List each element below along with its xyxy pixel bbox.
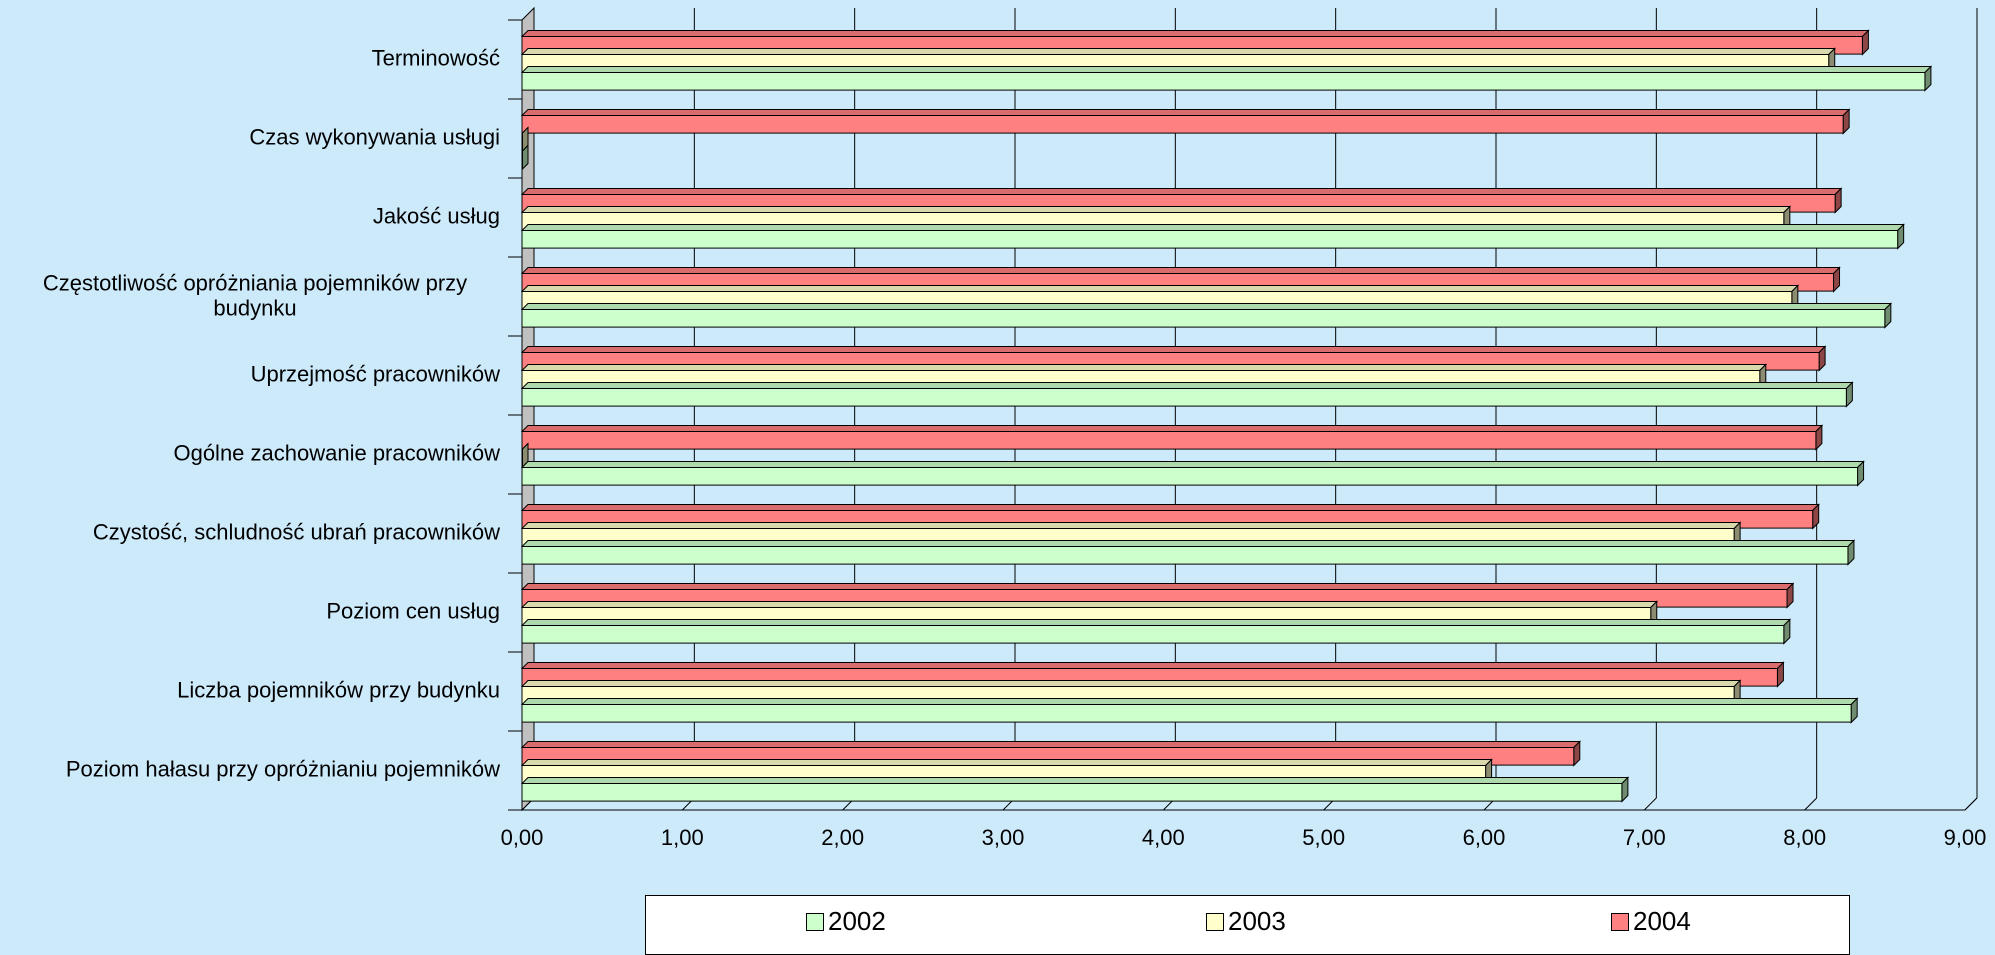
legend-item: 2003 (1206, 906, 1286, 937)
x-tick-label: 1,00 (661, 825, 704, 850)
legend-swatch (1611, 912, 1629, 931)
x-tick-label: 0,00 (501, 825, 544, 850)
bar (521, 144, 529, 171)
x-tick-label: 7,00 (1623, 825, 1666, 850)
legend-swatch (1206, 912, 1224, 931)
legend-item: 2002 (806, 906, 886, 937)
category-label: Uprzejmość pracowników (251, 362, 501, 387)
category-label: Liczba pojemników przy budynku (177, 678, 500, 703)
category-label: Czystość, schludność ubrań pracowników (93, 520, 500, 545)
bar (520, 424, 1824, 451)
category-label: Ogólne zachowanie pracowników (173, 441, 500, 466)
x-tick-label: 3,00 (982, 825, 1025, 850)
legend-label: 2002 (828, 906, 886, 936)
x-tick-label: 5,00 (1302, 825, 1345, 850)
legend-label: 2003 (1228, 906, 1286, 936)
x-tick-label: 8,00 (1783, 825, 1826, 850)
legend-label: 2004 (1633, 906, 1691, 936)
legend-item: 2004 (1611, 906, 1691, 937)
bar (520, 776, 1630, 803)
legend-swatch (806, 912, 824, 931)
x-tick-label: 2,00 (821, 825, 864, 850)
bar (520, 65, 1933, 92)
bar (520, 381, 1854, 408)
category-label: Poziom cen usług (326, 599, 500, 624)
x-tick-label: 9,00 (1944, 825, 1987, 850)
category-label: Jakość usług (373, 204, 500, 229)
x-tick-label: 6,00 (1463, 825, 1506, 850)
x-tick-mark (1804, 797, 1818, 811)
x-tick-label: 4,00 (1142, 825, 1185, 850)
bar (520, 302, 1893, 329)
bar (520, 539, 1856, 566)
bar (520, 108, 1851, 135)
category-label: Poziom hałasu przy opróżnianiu pojemnikó… (66, 757, 500, 782)
category-label: Terminowość (372, 46, 500, 71)
bar (520, 223, 1905, 250)
category-label: Czas wykonywania usługi (249, 125, 500, 150)
category-label: Częstotliwość opróżniania pojemników prz… (43, 270, 467, 320)
bar (520, 618, 1792, 645)
legend: 2002 2003 2004 (645, 895, 1850, 955)
x-tick-mark (1643, 797, 1657, 811)
bar (520, 697, 1859, 724)
x-tick-mark (1964, 797, 1978, 811)
bar (520, 460, 1865, 487)
